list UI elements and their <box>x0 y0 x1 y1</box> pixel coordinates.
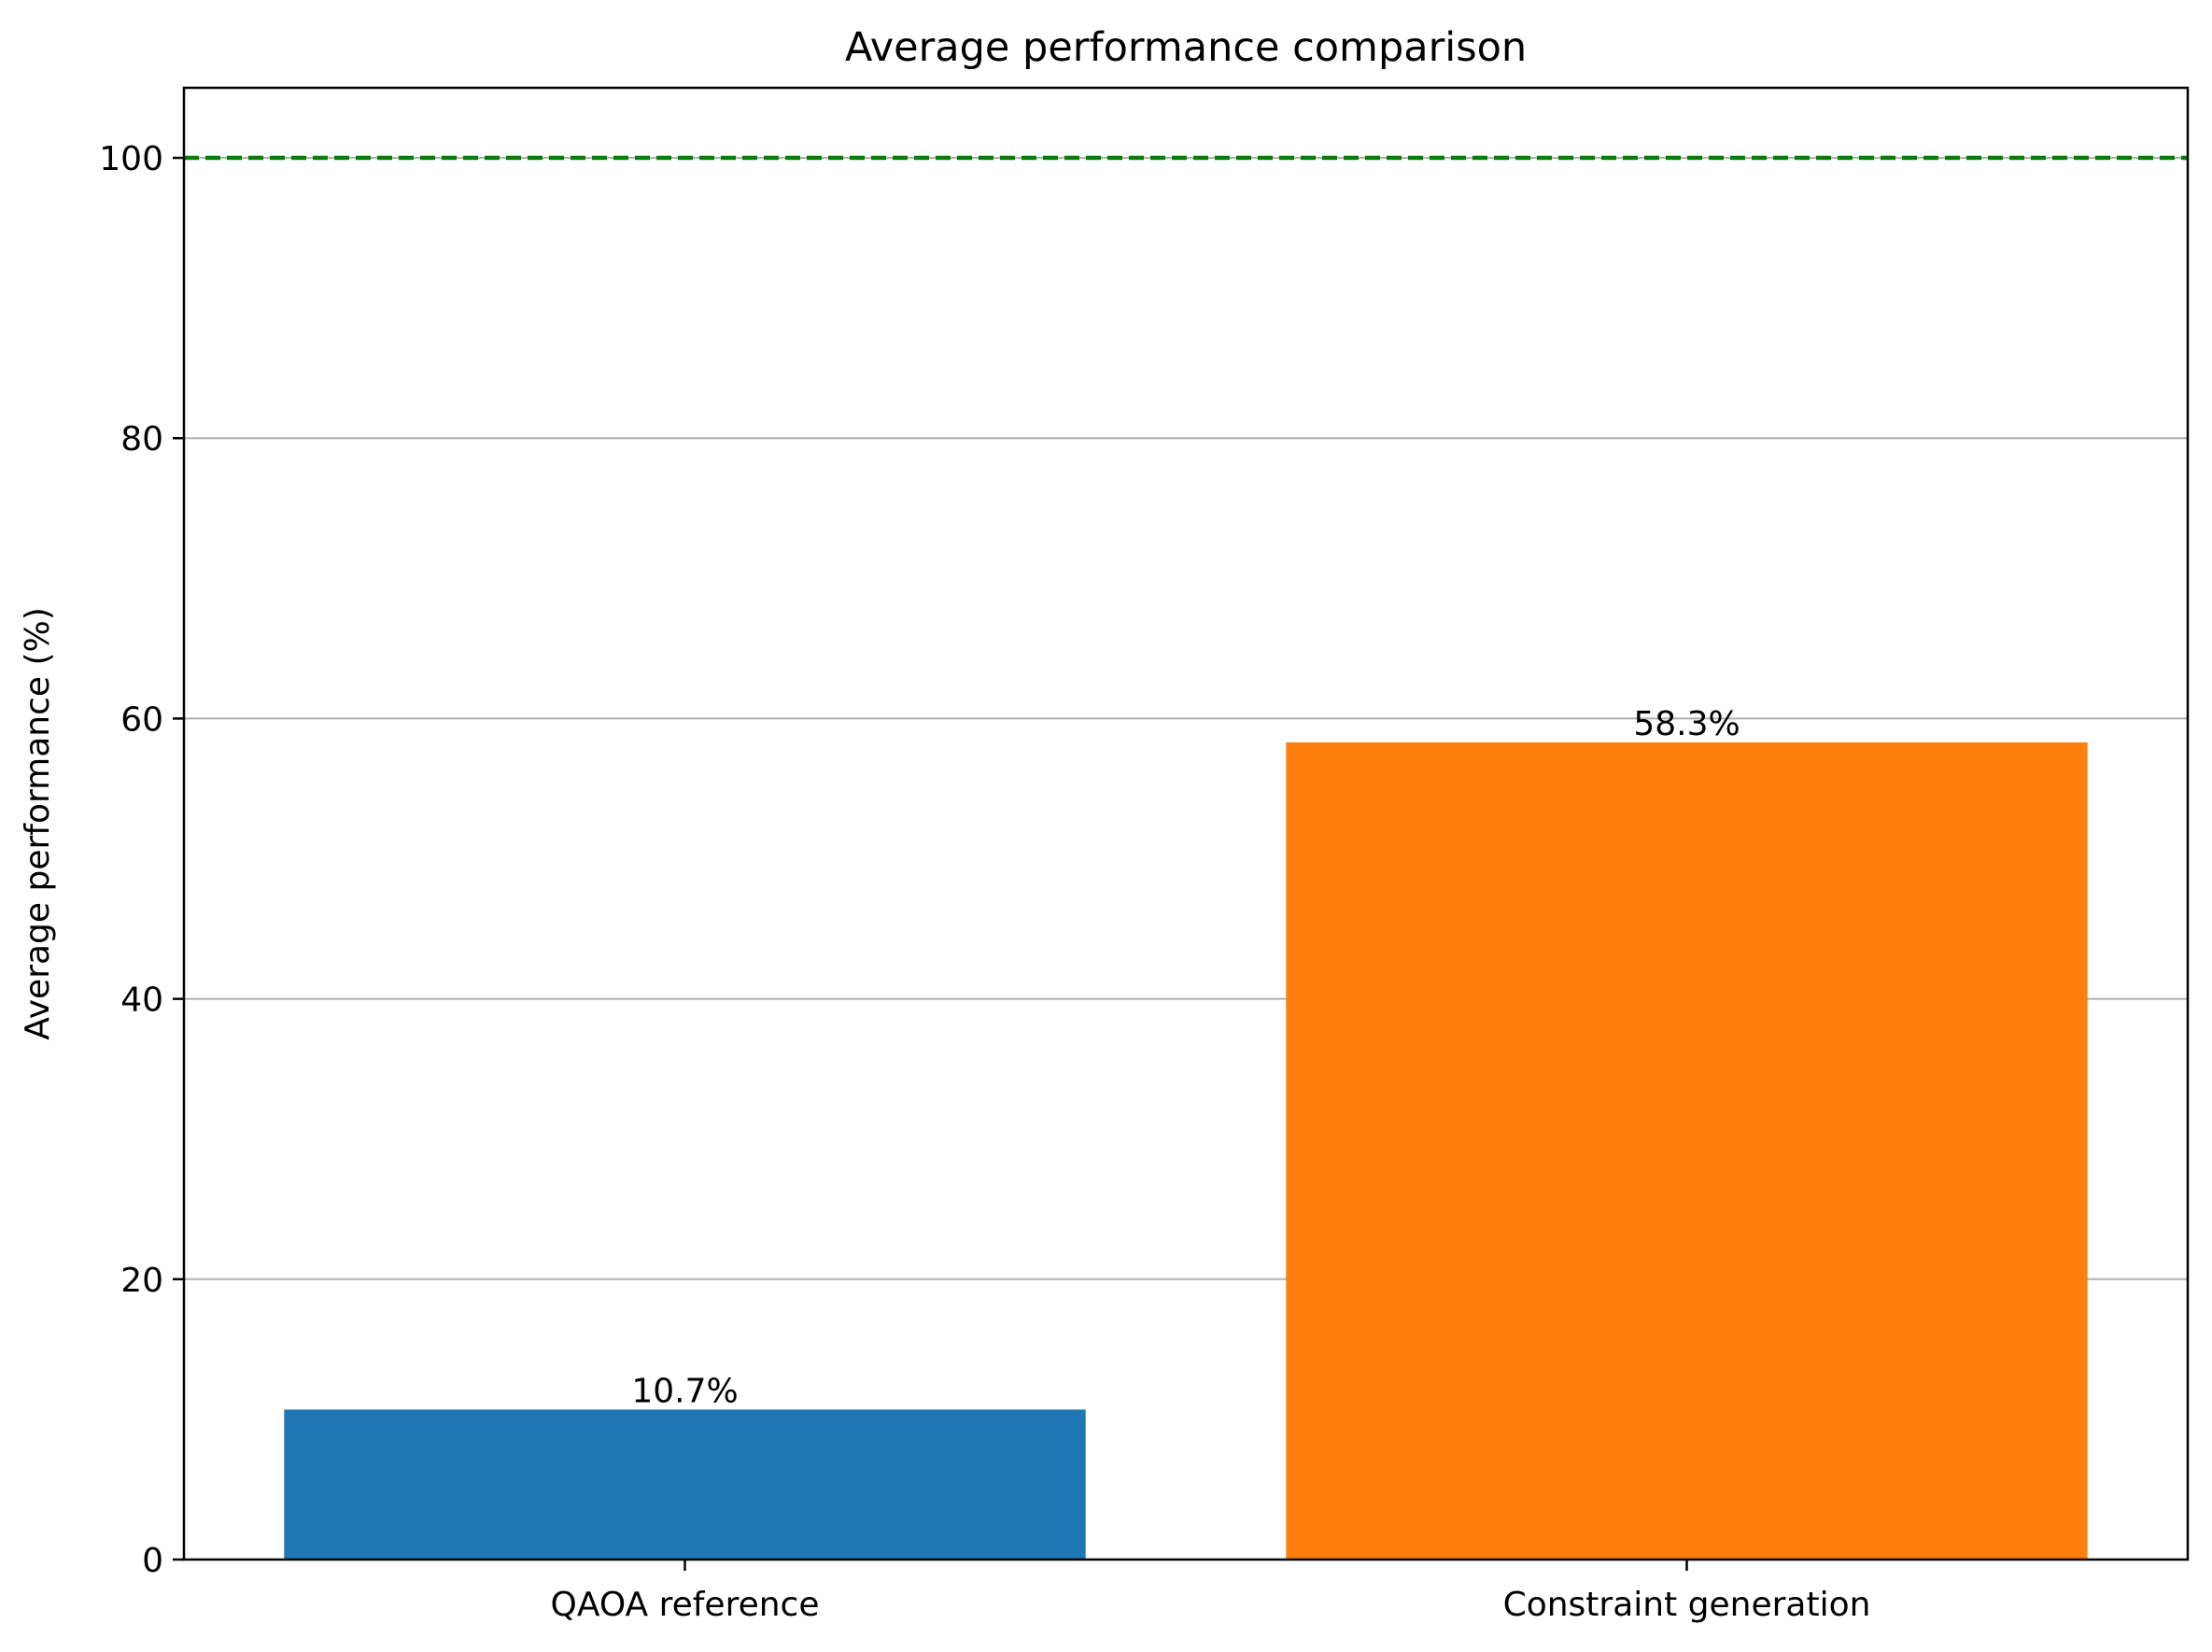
plot-frame <box>182 86 2190 1561</box>
y-axis-ticks: 0 20 40 60 80 100 <box>99 140 184 1580</box>
y-tick-label: 60 <box>120 700 163 739</box>
y-axis-label: Average performance (%) <box>19 607 57 1040</box>
y-tick-label: 0 <box>142 1542 163 1580</box>
y-tick-label: 100 <box>99 140 163 178</box>
y-tick-label: 40 <box>120 981 163 1020</box>
bar <box>284 1409 1086 1560</box>
bars <box>284 741 2088 1560</box>
bar-value-label: 10.7% <box>631 1372 738 1410</box>
data-labels: 10.7% 58.3% <box>631 705 1740 1410</box>
y-tick-label: 20 <box>120 1262 163 1300</box>
bar <box>1286 741 2088 1560</box>
x-axis-ticks: QAOA reference Constraint generation <box>551 1560 1871 1624</box>
x-tick-label: QAOA reference <box>551 1586 820 1624</box>
x-tick-label: Constraint generation <box>1503 1586 1871 1624</box>
chart-title: Average performance comparison <box>845 24 1527 71</box>
y-tick-label: 80 <box>120 420 163 459</box>
bar-value-label: 58.3% <box>1633 705 1740 743</box>
